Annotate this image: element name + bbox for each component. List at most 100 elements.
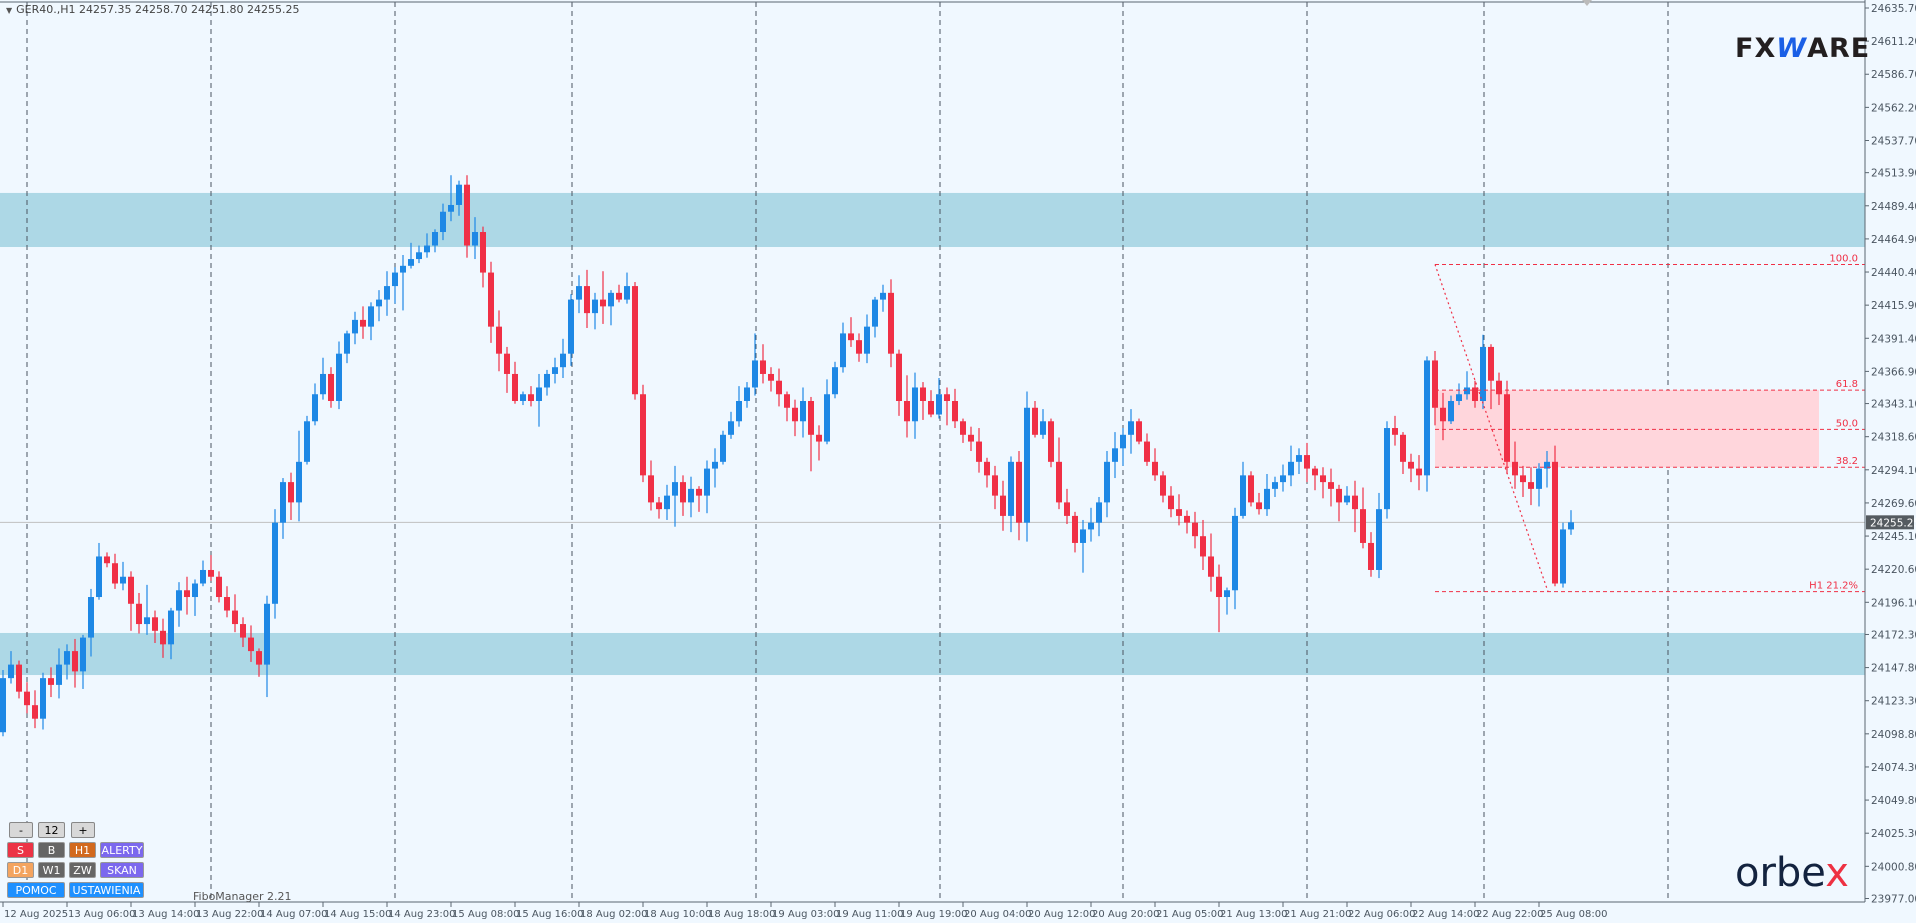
candle[interactable] [448,175,454,222]
candle[interactable] [1056,437,1062,510]
candle[interactable] [1160,471,1166,503]
candle[interactable] [1192,511,1198,549]
candle[interactable] [264,595,270,698]
candle[interactable] [848,317,854,347]
candle[interactable] [688,476,694,518]
candle[interactable] [1480,334,1486,410]
candle[interactable] [464,175,470,258]
candle[interactable] [1544,451,1550,488]
candle[interactable] [80,634,86,689]
candle[interactable] [1080,519,1086,573]
candle[interactable] [960,418,966,443]
candle[interactable] [1280,464,1286,492]
candle[interactable] [632,282,638,400]
candle[interactable] [368,302,374,341]
candle[interactable] [1008,456,1014,533]
candle[interactable] [888,279,894,368]
candle[interactable] [1352,480,1358,533]
candle[interactable] [1264,473,1270,516]
candle[interactable] [1256,492,1262,515]
candle[interactable] [696,486,702,512]
candle[interactable] [712,448,718,488]
candle[interactable] [32,690,38,729]
candle[interactable] [168,607,174,660]
candle[interactable] [640,384,646,483]
candle[interactable] [344,330,350,364]
candle[interactable] [936,378,942,419]
candle[interactable] [272,509,278,619]
candle[interactable] [1120,428,1126,466]
candle[interactable] [1000,480,1006,531]
candle[interactable] [568,294,574,366]
candle[interactable] [536,373,542,427]
candle[interactable] [560,338,566,379]
candle[interactable] [1464,371,1470,400]
candle[interactable] [928,390,934,418]
candle[interactable] [1408,453,1414,483]
candle[interactable] [304,415,310,465]
candle[interactable] [1312,465,1318,491]
candle[interactable] [1064,488,1070,525]
candle[interactable] [440,203,446,241]
pomoc-button[interactable]: POMOC [7,882,65,898]
candle[interactable] [808,396,814,472]
candle[interactable] [1512,441,1518,489]
candle[interactable] [864,314,870,364]
candle[interactable] [472,217,478,260]
candle[interactable] [1456,383,1462,406]
candle[interactable] [1552,445,1558,587]
candle[interactable] [592,292,598,330]
candle[interactable] [1224,587,1230,615]
candle[interactable] [896,349,902,416]
candle[interactable] [1112,432,1118,479]
candle[interactable] [40,672,46,730]
candle[interactable] [872,296,878,338]
candle[interactable] [776,368,782,407]
candle[interactable] [1216,564,1222,633]
candle[interactable] [424,233,430,258]
candle[interactable] [752,333,758,396]
candle[interactable] [496,310,502,372]
candle[interactable] [976,428,982,473]
candle[interactable] [1272,476,1278,497]
increase-button[interactable]: + [71,822,95,838]
candle[interactable] [192,579,198,616]
candle[interactable] [408,242,414,269]
candle[interactable] [1200,519,1206,570]
candle[interactable] [1400,432,1406,474]
candle[interactable] [1048,418,1054,468]
candle[interactable] [232,594,238,633]
candle[interactable] [1296,448,1302,474]
candle[interactable] [24,682,30,714]
candle[interactable] [1328,468,1334,507]
candle[interactable] [824,379,830,445]
candle[interactable] [480,226,486,288]
candle[interactable] [136,592,142,634]
candle[interactable] [200,560,206,587]
candle[interactable] [216,571,222,603]
candle[interactable] [184,576,190,615]
candle[interactable] [728,411,734,439]
candle[interactable] [64,644,70,680]
candle[interactable] [584,269,590,328]
candle[interactable] [256,648,262,677]
candle[interactable] [616,284,622,303]
candle[interactable] [128,571,134,631]
candle[interactable] [1376,492,1382,579]
candle[interactable] [608,290,614,326]
candle[interactable] [552,357,558,384]
candle[interactable] [1144,433,1150,466]
candle[interactable] [520,391,526,406]
candle[interactable] [1208,533,1214,592]
candle[interactable] [968,426,974,452]
candle[interactable] [672,465,678,527]
candle[interactable] [1168,486,1174,518]
candle[interactable] [1416,455,1422,491]
candle[interactable] [160,618,166,658]
zw-button[interactable]: ZW [69,862,96,878]
candle[interactable] [1232,507,1238,610]
candle[interactable] [1560,522,1566,588]
candle[interactable] [1288,445,1294,487]
candle[interactable] [624,272,630,304]
candle[interactable] [112,553,118,589]
